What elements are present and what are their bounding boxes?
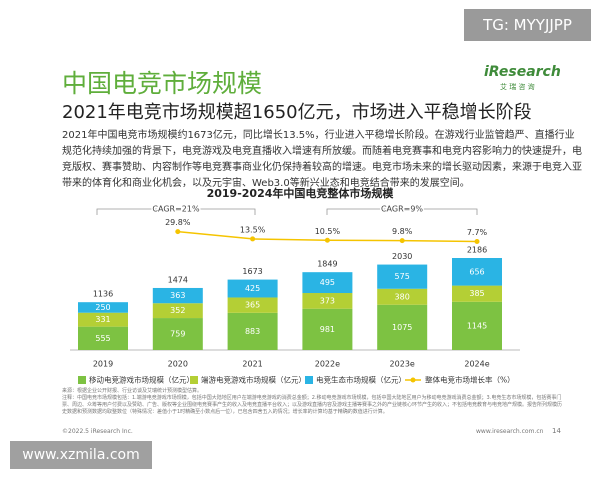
legend: 移动电竞游戏市场规模（亿元） 端游电竞游戏市场规模（亿元） 电竞生态市场规模（亿元）… — [78, 375, 515, 385]
data-label: 981 — [320, 325, 335, 334]
cagr-bracket — [326, 208, 478, 215]
logo: iResearch — [484, 64, 561, 80]
annotation: CAGR=9% — [381, 205, 423, 214]
bar-segment — [302, 272, 353, 294]
bar-segment — [452, 258, 502, 286]
bar-segment — [377, 264, 428, 289]
data-label: 385 — [469, 289, 484, 298]
total-label: 1474 — [168, 275, 188, 284]
legend-point — [410, 377, 416, 383]
growth-point — [175, 229, 181, 235]
website: www.iresearch.com.cn — [476, 428, 544, 435]
growth-point — [399, 238, 405, 244]
data-label: 1075 — [392, 323, 412, 332]
growth-point — [474, 239, 480, 245]
bar-segment — [302, 293, 353, 309]
total-label: 1673 — [242, 267, 262, 276]
total-label: 1136 — [93, 290, 113, 299]
total-label: 1849 — [317, 260, 337, 269]
bar-segment — [227, 279, 278, 298]
total-label: 2030 — [392, 252, 412, 261]
note: 来源：根据企业公开财报、行业访谈及艾瑞统计预测模型估算。 — [62, 388, 203, 394]
legend-swatch — [305, 376, 313, 384]
legend-label: 电竞生态市场规模（亿元） — [316, 375, 406, 385]
data-label: 365 — [245, 301, 260, 310]
growth-label: 7.7% — [467, 228, 488, 237]
bar-segment — [452, 301, 502, 350]
data-label: 1145 — [467, 321, 487, 330]
bar-segment — [152, 287, 203, 304]
logo-sub: 艾 瑞 咨 询 — [500, 83, 535, 91]
notes: 来源：根据企业公开财报、行业访谈及艾瑞统计预测模型估算。 注释：中国电竞市场规模包… — [62, 388, 562, 416]
data-label: 363 — [170, 291, 185, 300]
data-label: 656 — [469, 267, 484, 276]
bar-segment — [377, 304, 428, 350]
data-label: 495 — [320, 278, 335, 287]
data-label: 250 — [95, 303, 110, 312]
data-label: 759 — [170, 330, 185, 339]
bar-segment — [78, 312, 128, 327]
annotation: CAGR=21% — [152, 205, 200, 214]
total-label: 2186 — [467, 246, 487, 255]
subtitle: 2021年电竞市场规模超1650亿元，市场进入平稳增长阶段 — [62, 102, 532, 123]
growth-point — [250, 236, 256, 242]
growth-label: 9.8% — [392, 227, 413, 236]
x-tick-label: 2022e — [315, 360, 340, 369]
bar-segment — [227, 312, 278, 350]
legend-label: 端游电竞游戏市场规模（亿元） — [201, 375, 306, 385]
growth-label: 13.5% — [240, 225, 266, 234]
x-tick-label: 2023e — [390, 360, 415, 369]
cagr-bracket — [96, 208, 256, 215]
bar-segment — [78, 302, 128, 313]
page-number: 14 — [552, 427, 561, 435]
growth-label: 10.5% — [315, 227, 341, 236]
data-label: 555 — [95, 334, 110, 343]
x-tick-label: 2019 — [93, 360, 113, 369]
bar-segment — [452, 285, 502, 302]
watermark: www.xzmila.com — [10, 441, 152, 469]
data-label: 425 — [245, 284, 260, 293]
bar-segment — [78, 326, 128, 350]
x-tick-label: 2020 — [168, 360, 188, 369]
bar-segment — [152, 318, 203, 350]
x-tick-label: 2021 — [242, 360, 262, 369]
paragraph: 2021年中国电竞市场规模约1673亿元，同比增长13.5%，行业进入平稳增长阶… — [62, 130, 582, 189]
watermark: TG: MYYJJPP — [464, 9, 591, 41]
data-label: 883 — [245, 327, 260, 336]
data-label: 352 — [170, 306, 185, 315]
legend-swatch — [78, 376, 86, 384]
x-tick-label: 2024e — [464, 360, 489, 369]
bar-segment — [152, 303, 203, 319]
data-label: 373 — [320, 296, 335, 305]
note: 注释：中国电竞市场规模包括：1.端游电竞游戏市场规模，包括中国大陆地区用户在端游… — [62, 395, 563, 415]
legend-label: 整体电竞市场增长率（%） — [425, 375, 515, 385]
data-label: 575 — [395, 272, 410, 281]
growth-point — [324, 237, 330, 243]
copyright: ©2022.5 iResearch Inc. — [62, 428, 133, 435]
chart-title: 2019-2024年中国电竞整体市场规模 — [207, 186, 395, 200]
bar-segment — [227, 297, 278, 313]
data-label: 380 — [395, 292, 410, 301]
bar-segment — [302, 308, 353, 350]
legend-label: 移动电竞游戏市场规模（亿元） — [89, 375, 194, 385]
slide-title: 中国电竞市场规模 — [62, 69, 263, 98]
data-label: 331 — [95, 315, 110, 324]
legend-swatch — [190, 376, 198, 384]
bar-segment — [377, 288, 428, 305]
growth-label: 29.8% — [165, 218, 191, 227]
